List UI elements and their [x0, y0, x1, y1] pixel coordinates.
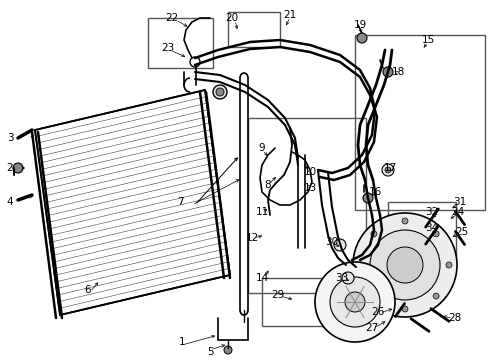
Text: 16: 16	[367, 187, 381, 197]
Text: 27: 27	[365, 323, 378, 333]
Circle shape	[216, 88, 224, 96]
Circle shape	[386, 247, 422, 283]
Circle shape	[333, 239, 346, 251]
Circle shape	[369, 230, 439, 300]
Text: 15: 15	[421, 35, 434, 45]
Text: 9: 9	[258, 143, 265, 153]
Circle shape	[345, 292, 364, 312]
Circle shape	[370, 231, 376, 237]
Bar	[262, 278, 329, 326]
Circle shape	[224, 346, 231, 354]
Circle shape	[432, 293, 438, 299]
Text: 17: 17	[383, 163, 396, 173]
Circle shape	[341, 272, 353, 284]
Circle shape	[356, 33, 366, 43]
Text: 5: 5	[206, 347, 213, 357]
Text: 33: 33	[335, 273, 348, 283]
Text: 7: 7	[176, 197, 183, 207]
Text: 12: 12	[245, 233, 258, 243]
Bar	[227, 12, 280, 47]
Text: 14: 14	[255, 273, 268, 283]
Circle shape	[213, 85, 226, 99]
Bar	[148, 18, 213, 68]
Text: 19: 19	[353, 20, 366, 30]
Circle shape	[432, 231, 438, 237]
Bar	[387, 202, 455, 257]
Circle shape	[382, 67, 392, 77]
Polygon shape	[35, 90, 229, 315]
Circle shape	[329, 277, 379, 327]
Text: 4: 4	[7, 197, 13, 207]
Text: 11: 11	[255, 207, 268, 217]
Text: 32: 32	[425, 207, 438, 217]
Circle shape	[445, 262, 451, 268]
Text: 28: 28	[447, 313, 461, 323]
Circle shape	[384, 167, 390, 173]
Text: 23: 23	[161, 43, 174, 53]
Bar	[247, 118, 365, 293]
Text: 1: 1	[178, 337, 185, 347]
Circle shape	[381, 164, 393, 176]
Text: 13: 13	[303, 183, 316, 193]
Circle shape	[370, 293, 376, 299]
Text: 10: 10	[303, 167, 316, 177]
Circle shape	[13, 163, 23, 173]
Circle shape	[401, 306, 407, 312]
Text: 20: 20	[225, 13, 238, 23]
Circle shape	[401, 218, 407, 224]
Circle shape	[357, 262, 363, 268]
Text: 22: 22	[165, 13, 178, 23]
Circle shape	[352, 213, 456, 317]
Text: 21: 21	[283, 10, 296, 20]
Text: 8: 8	[264, 180, 271, 190]
Circle shape	[362, 193, 372, 203]
Text: 31: 31	[452, 197, 466, 207]
Text: 6: 6	[84, 285, 91, 295]
Text: 30: 30	[325, 237, 338, 247]
Text: 3: 3	[7, 133, 13, 143]
Bar	[354, 35, 484, 210]
Circle shape	[314, 262, 394, 342]
Text: 18: 18	[390, 67, 404, 77]
Text: 2: 2	[7, 163, 13, 173]
Text: 26: 26	[370, 307, 384, 317]
Text: 24: 24	[450, 207, 464, 217]
Text: 25: 25	[454, 227, 468, 237]
Text: 34: 34	[425, 223, 438, 233]
Text: 29: 29	[271, 290, 284, 300]
